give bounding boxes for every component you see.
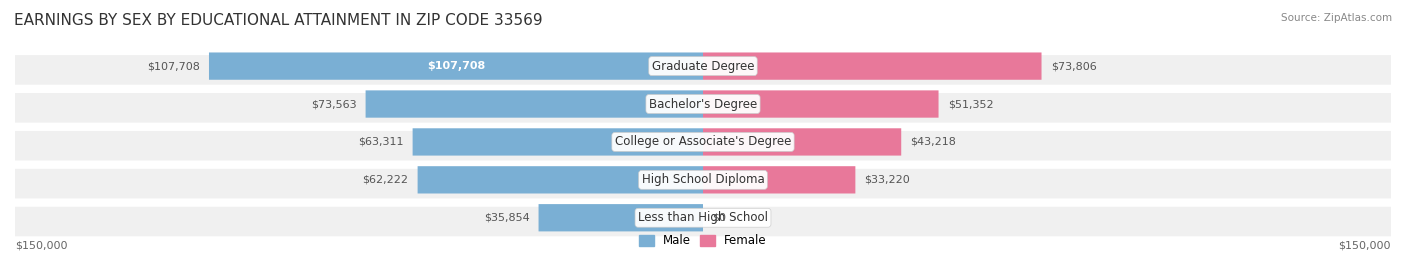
Text: $35,854: $35,854	[484, 213, 530, 223]
Text: $0: $0	[713, 213, 725, 223]
Text: College or Associate's Degree: College or Associate's Degree	[614, 135, 792, 148]
FancyBboxPatch shape	[703, 128, 901, 156]
FancyBboxPatch shape	[15, 169, 1391, 198]
Text: $43,218: $43,218	[911, 137, 956, 147]
Text: $63,311: $63,311	[359, 137, 404, 147]
FancyBboxPatch shape	[703, 90, 939, 118]
FancyBboxPatch shape	[366, 90, 703, 118]
FancyBboxPatch shape	[15, 131, 1391, 161]
Text: EARNINGS BY SEX BY EDUCATIONAL ATTAINMENT IN ZIP CODE 33569: EARNINGS BY SEX BY EDUCATIONAL ATTAINMEN…	[14, 13, 543, 28]
Text: $150,000: $150,000	[1339, 240, 1391, 251]
FancyBboxPatch shape	[538, 204, 703, 231]
FancyBboxPatch shape	[15, 207, 1391, 236]
FancyBboxPatch shape	[209, 53, 703, 80]
FancyBboxPatch shape	[15, 55, 1391, 85]
FancyBboxPatch shape	[418, 166, 703, 193]
Text: Less than High School: Less than High School	[638, 211, 768, 224]
FancyBboxPatch shape	[15, 93, 1391, 122]
Text: $107,708: $107,708	[427, 61, 485, 71]
Text: $51,352: $51,352	[948, 99, 993, 109]
Text: High School Diploma: High School Diploma	[641, 173, 765, 186]
Text: $33,220: $33,220	[865, 175, 910, 185]
Text: $62,222: $62,222	[363, 175, 408, 185]
Text: $107,708: $107,708	[148, 61, 200, 71]
Text: Source: ZipAtlas.com: Source: ZipAtlas.com	[1281, 13, 1392, 23]
Text: Graduate Degree: Graduate Degree	[652, 59, 754, 73]
Text: $150,000: $150,000	[15, 240, 67, 251]
FancyBboxPatch shape	[412, 128, 703, 156]
Text: Bachelor's Degree: Bachelor's Degree	[650, 98, 756, 110]
Legend: Male, Female: Male, Female	[634, 230, 772, 252]
FancyBboxPatch shape	[703, 166, 855, 193]
Text: $73,806: $73,806	[1050, 61, 1097, 71]
Text: $73,563: $73,563	[311, 99, 356, 109]
FancyBboxPatch shape	[703, 53, 1042, 80]
